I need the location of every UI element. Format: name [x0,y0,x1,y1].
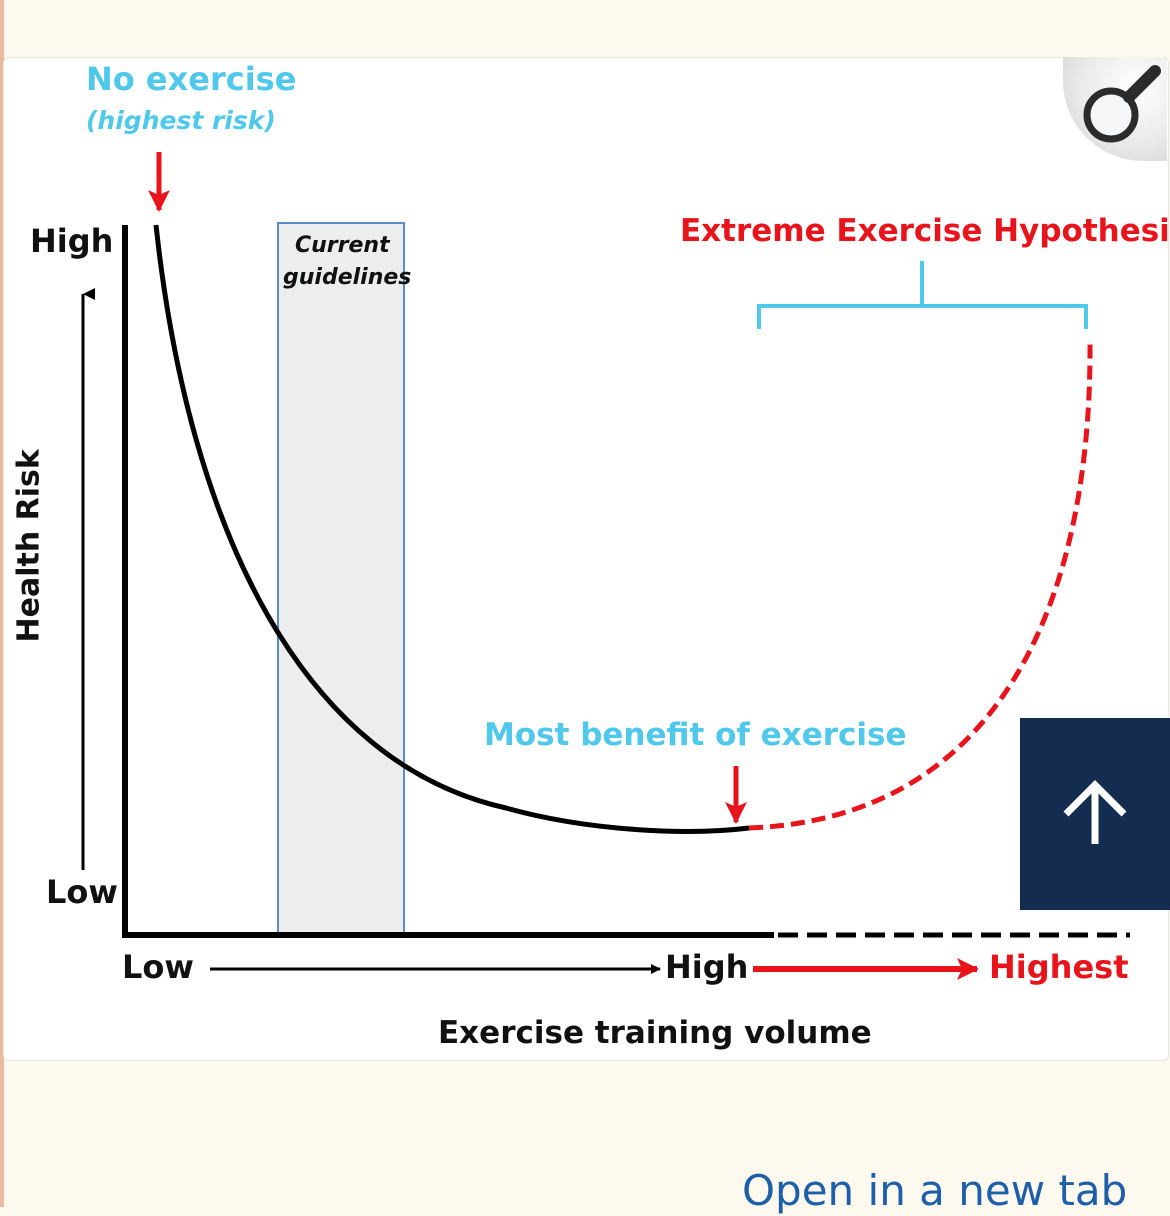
y-axis-title: Health Risk [11,449,47,643]
current-guidelines-band [277,222,405,936]
figure-card: No exercise (highest risk) High Low Heal… [3,57,1169,1061]
y-high-label: High [30,222,114,260]
open-in-new-tab-link[interactable]: Open in a new tab [742,1166,1128,1215]
most-benefit-label: Most benefit of exercise [484,717,907,753]
x-highest-label: Highest [989,948,1129,986]
arrow-up-icon [1063,780,1127,844]
scroll-to-top-button[interactable] [1020,718,1170,910]
x-high-label: High [665,948,749,986]
risk-curve-hypothesis [748,340,1093,831]
zoom-button[interactable] [1063,57,1167,161]
guidelines-label-line2: guidelines [283,265,412,290]
x-axis-title: Exercise training volume [438,1015,872,1051]
guidelines-label-line1: Current [295,233,390,258]
hypothesis-bracket [757,261,1088,329]
exercise-risk-diagram [81,152,1130,980]
extreme-hypothesis-label: Extreme Exercise Hypothesis [680,213,1169,249]
no-exercise-label: No exercise [86,60,297,98]
y-low-label: Low [46,873,118,911]
magnifier-icon [1083,65,1161,143]
highest-risk-label: (highest risk) [86,106,276,135]
risk-curve-solid [153,224,750,834]
x-low-label: Low [122,948,194,986]
page-left-border [0,0,4,1207]
